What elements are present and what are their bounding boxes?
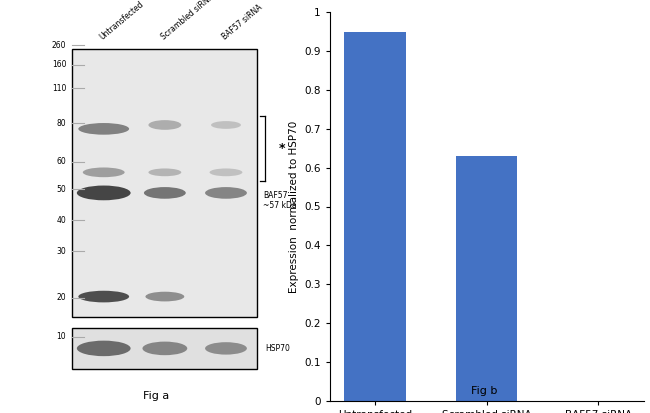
Text: 60: 60 xyxy=(57,157,66,166)
Text: 30: 30 xyxy=(57,247,66,256)
Ellipse shape xyxy=(77,185,131,200)
Ellipse shape xyxy=(144,187,186,199)
Y-axis label: Expression  normalized to HSP70: Expression normalized to HSP70 xyxy=(289,120,299,293)
Text: HSP70: HSP70 xyxy=(265,344,290,353)
Text: 20: 20 xyxy=(57,293,66,302)
Text: 260: 260 xyxy=(52,41,66,50)
Ellipse shape xyxy=(148,169,181,176)
Text: 50: 50 xyxy=(57,185,66,194)
Ellipse shape xyxy=(142,342,187,355)
Ellipse shape xyxy=(79,291,129,302)
Text: Untransfected: Untransfected xyxy=(98,0,146,42)
Ellipse shape xyxy=(79,123,129,135)
Text: Fig a: Fig a xyxy=(143,391,169,401)
Text: Scrambled siRNA: Scrambled siRNA xyxy=(159,0,215,42)
Text: 160: 160 xyxy=(52,60,66,69)
Bar xyxy=(456,156,517,401)
Bar xyxy=(72,328,257,369)
Bar xyxy=(344,32,406,401)
Ellipse shape xyxy=(146,292,184,301)
Text: 110: 110 xyxy=(52,83,66,93)
Ellipse shape xyxy=(77,341,131,356)
Text: *: * xyxy=(278,142,285,155)
Bar xyxy=(72,49,257,317)
Text: BAF57
~57 kDa: BAF57 ~57 kDa xyxy=(263,191,297,210)
Ellipse shape xyxy=(205,342,247,355)
Ellipse shape xyxy=(205,187,247,199)
Ellipse shape xyxy=(209,169,242,176)
Text: Fig b: Fig b xyxy=(471,387,497,396)
Text: 40: 40 xyxy=(57,216,66,225)
Text: 80: 80 xyxy=(57,119,66,128)
Text: 10: 10 xyxy=(57,332,66,341)
Ellipse shape xyxy=(211,121,241,129)
Text: BAF57 siRNA: BAF57 siRNA xyxy=(220,3,264,42)
Ellipse shape xyxy=(83,168,125,177)
Ellipse shape xyxy=(148,120,181,130)
